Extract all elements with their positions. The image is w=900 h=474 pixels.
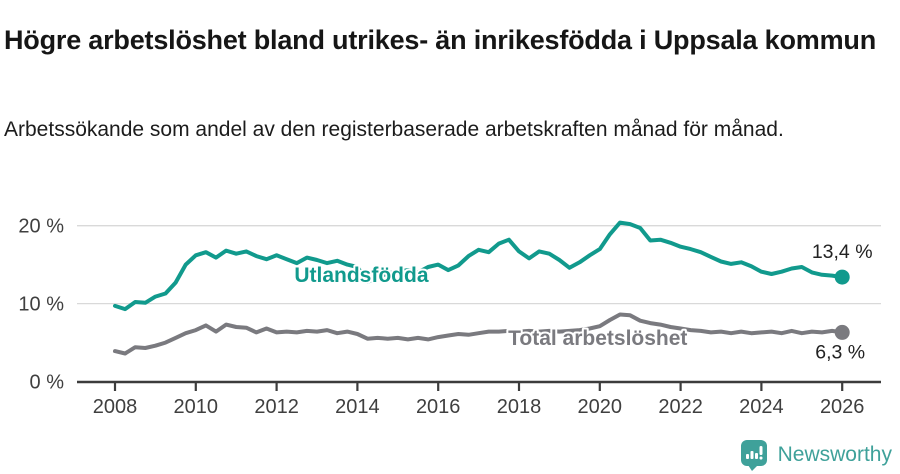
- x-tick-label: 2008: [93, 396, 138, 418]
- x-tick-label: 2016: [416, 396, 461, 418]
- page-title: Högre arbetslöshet bland utrikes- än inr…: [4, 25, 876, 56]
- series-label-utlandsf-dda: Utlandsfödda: [294, 264, 428, 287]
- x-tick-label: 2010: [174, 396, 219, 418]
- series-line-total-arbetsl-shet: [113, 312, 845, 356]
- x-tick-label: 2020: [578, 396, 623, 418]
- series-end-value-total-arbetsl-shet: 6,3 %: [815, 341, 865, 363]
- brand-name: Newsworthy: [777, 443, 892, 466]
- series-end-dot-utlandsf-dda: [834, 269, 850, 285]
- series-end-value-utlandsf-dda: 13,4 %: [812, 241, 873, 263]
- series-end-dot-total-arbetsl-shet: [834, 324, 850, 340]
- y-tick-label: 0 %: [30, 372, 65, 394]
- series-label-total-arbetsl-shet: Total arbetslöshet: [508, 327, 687, 350]
- brand-footer: Newsworthy: [740, 439, 892, 471]
- x-tick-label: 2014: [335, 396, 380, 418]
- series-line-utlandsf-dda: [113, 220, 845, 312]
- x-tick-label: 2024: [739, 396, 784, 418]
- x-tick-label: 2018: [497, 396, 542, 418]
- x-tick-label: 2026: [820, 396, 865, 418]
- x-tick-label: 2012: [254, 396, 299, 418]
- newsworthy-logo-icon: [740, 440, 767, 471]
- page-subtitle: Arbetssökande som andel av den registerb…: [4, 118, 784, 141]
- y-tick-label: 10 %: [18, 294, 64, 316]
- x-tick-label: 2022: [658, 396, 703, 418]
- y-tick-label: 20 %: [18, 216, 64, 238]
